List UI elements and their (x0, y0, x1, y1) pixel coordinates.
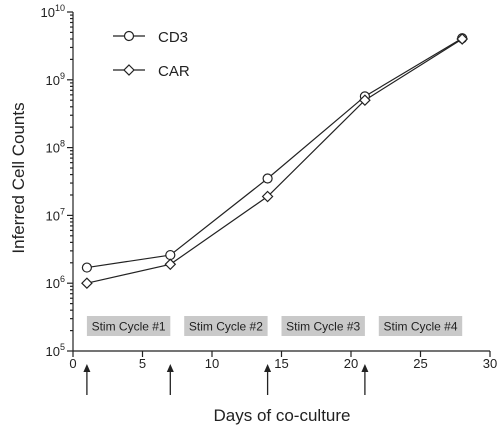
data-point-diamond (456, 33, 469, 45)
stim-cycle-label: Stim Cycle #2 (189, 320, 263, 334)
y-tick-label: 105 (46, 342, 65, 359)
y-tick-label: 108 (46, 139, 65, 156)
stim-cycle-box (184, 316, 268, 336)
chart-axes: 0 5 10 15 20 25 30 105 106 107 108 109 1010 (41, 3, 498, 371)
stim-arrow-head (83, 364, 91, 372)
y-axis-label: Inferred Cell Counts (9, 102, 28, 253)
stim-arrow-head (166, 364, 174, 372)
legend-label: CD3 (158, 29, 188, 46)
x-tick-label: 20 (344, 356, 358, 371)
stim-cycle-box (281, 316, 365, 336)
y-tick-label: 106 (46, 274, 65, 291)
x-axis-label: Days of co-culture (214, 406, 351, 425)
y-tick-label: 1010 (41, 3, 65, 20)
data-point-diamond (359, 94, 371, 107)
legend-label: CAR (158, 63, 190, 80)
stim-cycle-box (86, 316, 171, 336)
x-tick-label: 5 (139, 356, 146, 371)
stim-cycle-annotations: Stim Cycle #1 Stim Cycle #2 Stim Cycle #3 S… (83, 316, 463, 395)
chart-legend: CD3 CAR (113, 29, 190, 80)
data-point-circle (81, 262, 93, 273)
chart-series (81, 33, 469, 290)
stim-cycle-label: Stim Cycle #4 (383, 320, 457, 334)
data-point-diamond (81, 277, 93, 290)
stim-cycle-label: Stim Cycle #3 (286, 320, 360, 334)
data-point-circle (262, 173, 273, 184)
stim-cycle-box (378, 316, 463, 336)
data-point-diamond (123, 64, 135, 76)
series-line-cd3 (86, 37, 463, 269)
y-tick-label: 109 (46, 71, 65, 88)
series-line-car (86, 38, 463, 284)
stim-arrow-head (264, 364, 272, 372)
data-point-diamond (164, 258, 177, 271)
y-tick-label: 107 (46, 206, 65, 223)
x-tick-label: 15 (274, 356, 288, 371)
stim-arrow-head (361, 364, 369, 372)
x-tick-label: 0 (69, 356, 76, 371)
stim-cycle-label: Stim Cycle #1 (92, 320, 166, 334)
data-point-circle (123, 30, 135, 42)
x-tick-label: 30 (483, 356, 497, 371)
data-point-circle (165, 249, 176, 261)
x-tick-label: 10 (205, 356, 219, 371)
x-tick-label: 25 (413, 356, 427, 371)
data-point-diamond (261, 190, 274, 203)
